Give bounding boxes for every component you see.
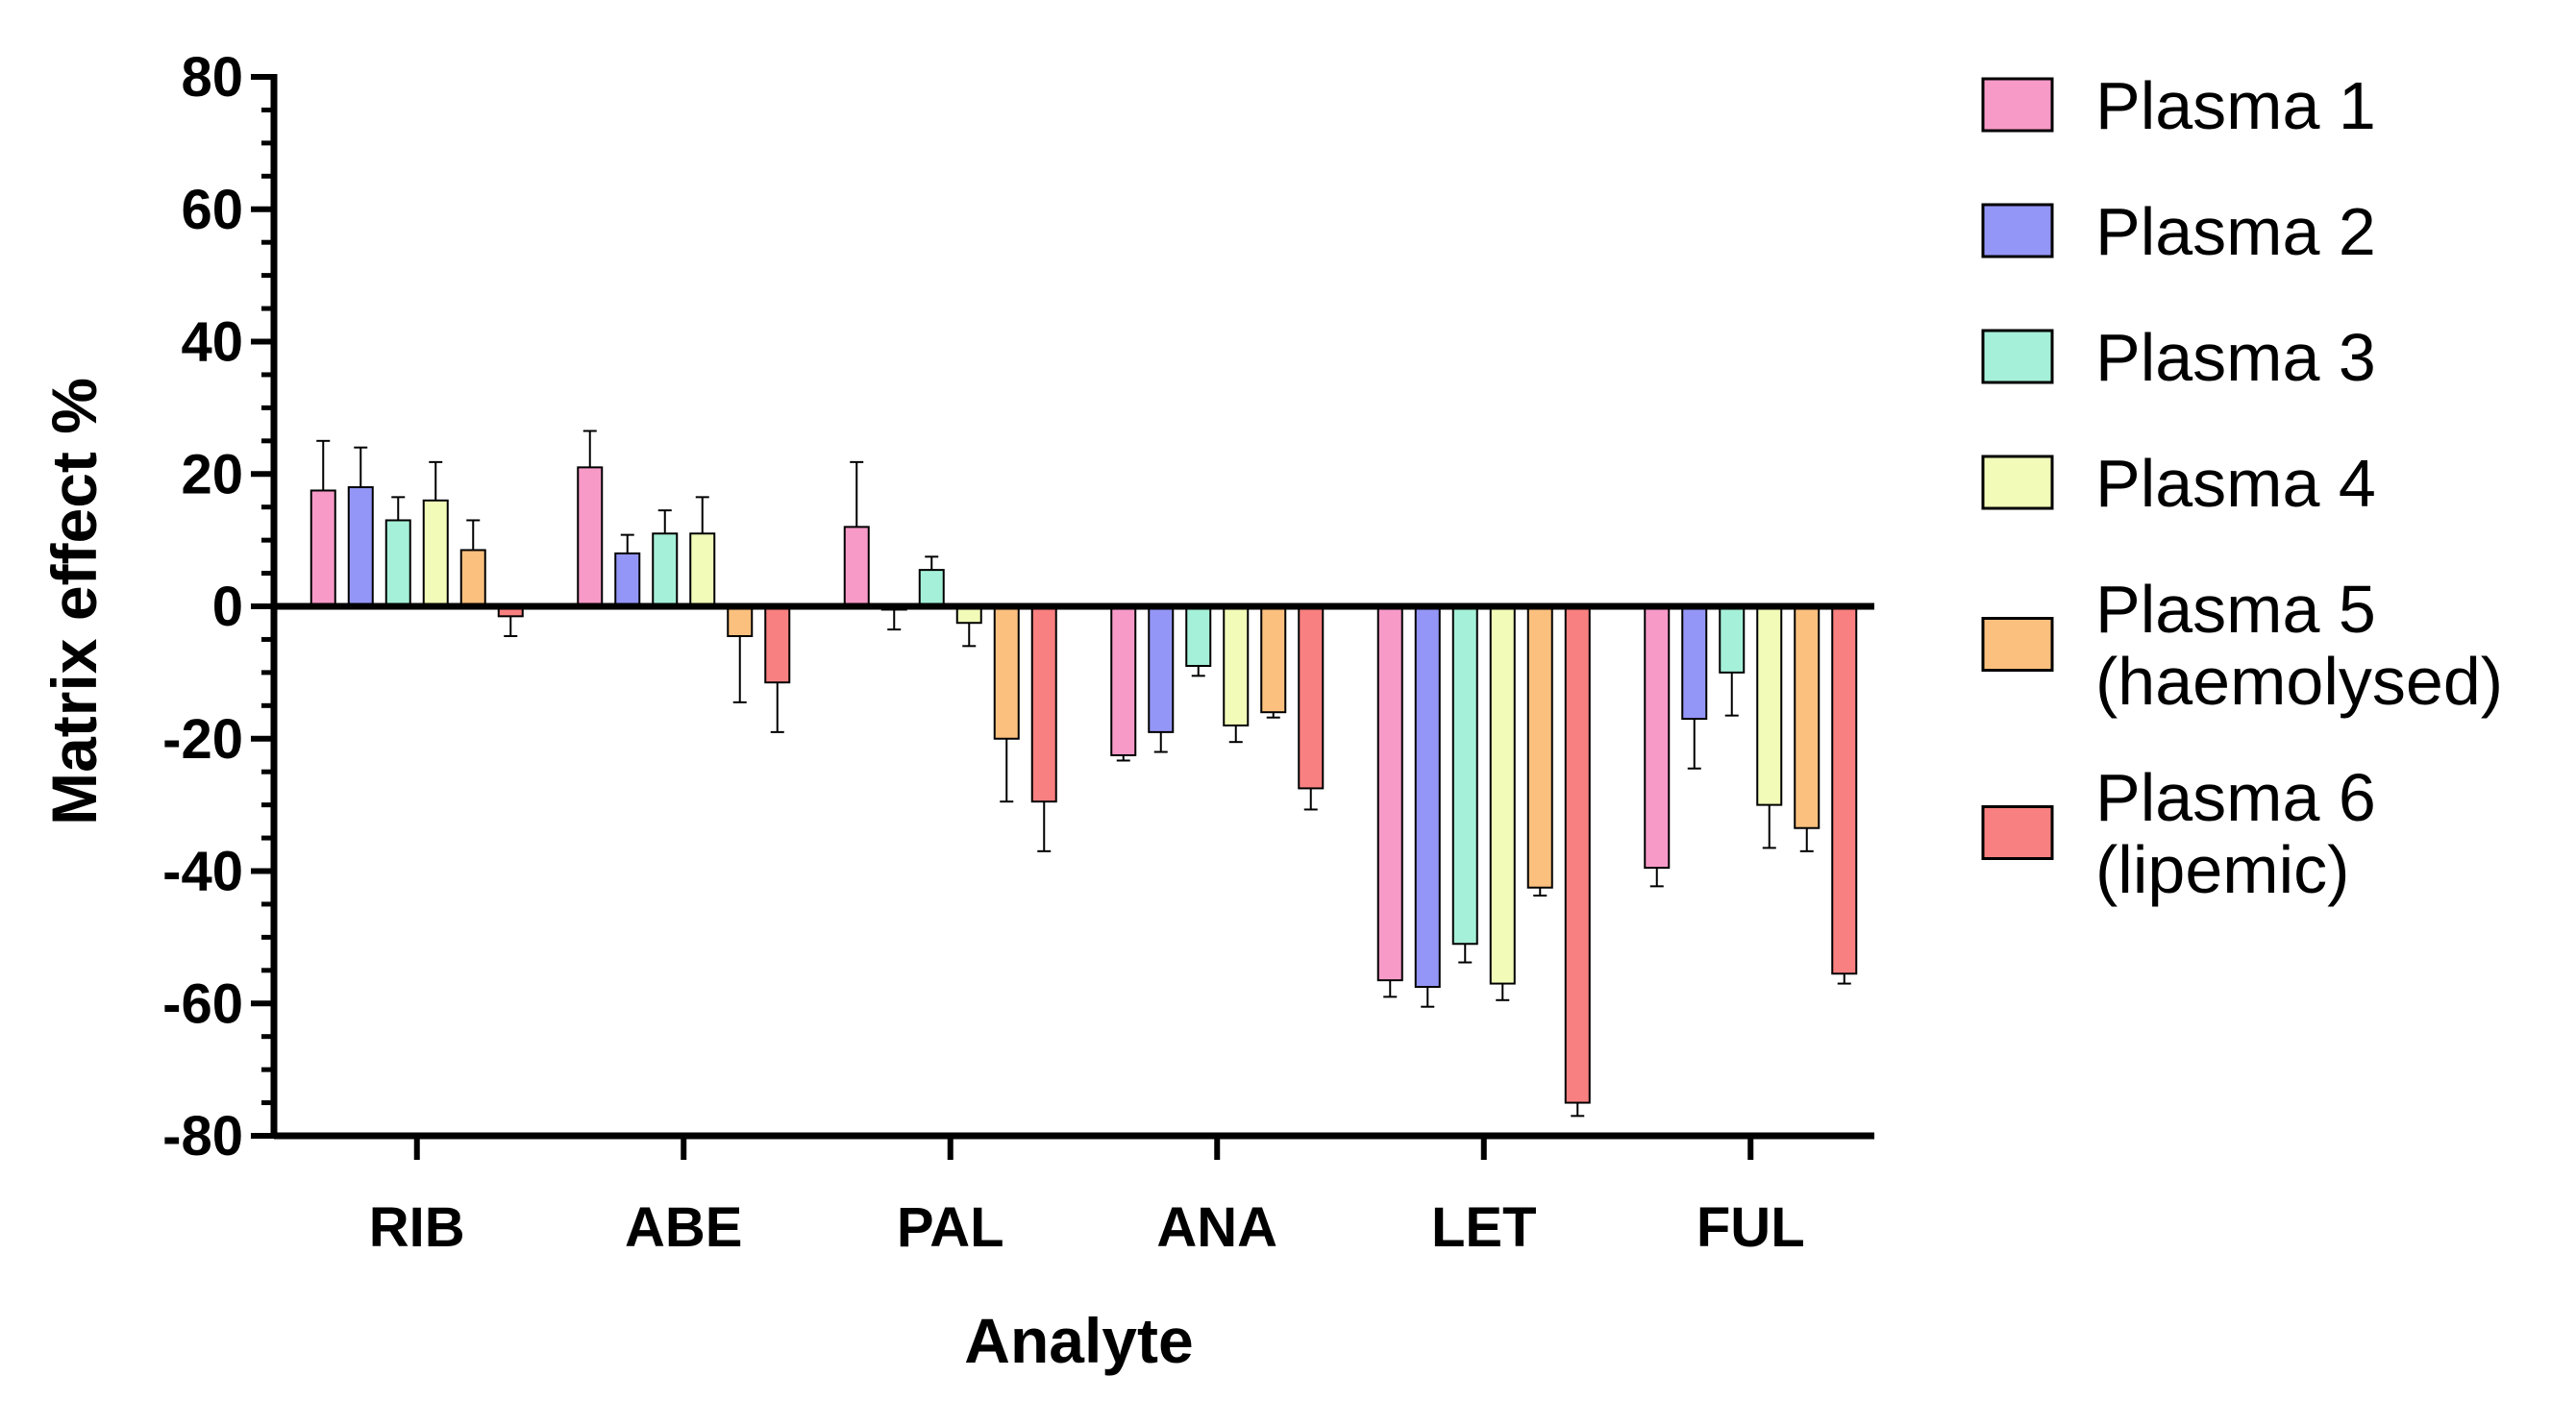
- legend-label-1: Plasma 1: [2095, 68, 2376, 143]
- bar-rib-series-2: [347, 486, 374, 607]
- legend-swatch-3: [1981, 329, 2054, 384]
- y-tick-label: 60: [181, 179, 243, 241]
- legend-label-3: Plasma 3: [2095, 320, 2376, 395]
- bar-rib-series-4: [422, 499, 449, 607]
- bar-ful-series-3: [1719, 605, 1746, 674]
- bar-ful-series-1: [1644, 605, 1671, 870]
- bar-let-series-5: [1526, 605, 1553, 889]
- legend-swatch-2: [1981, 203, 2054, 258]
- y-tick-label: -40: [162, 841, 243, 903]
- bar-pal-series-6: [1030, 605, 1057, 803]
- bar-let-series-1: [1376, 605, 1403, 982]
- bar-ana-series-3: [1185, 605, 1212, 667]
- x-tick-label-let: LET: [1431, 1196, 1537, 1259]
- legend-label-2: Plasma 2: [2095, 194, 2376, 269]
- bar-rib-series-5: [459, 549, 486, 607]
- x-tick-label-ful: FUL: [1697, 1196, 1805, 1259]
- legend-swatch-6: [1981, 805, 2054, 860]
- legend-label-5: Plasma 5: [2095, 572, 2376, 647]
- bar-ful-series-2: [1681, 605, 1708, 721]
- legend-label-6: (lipemic): [2095, 832, 2349, 907]
- bar-ana-series-5: [1260, 605, 1287, 714]
- bar-rib-series-3: [384, 519, 411, 608]
- legend-swatch-1: [1981, 77, 2054, 133]
- y-tick-label: 20: [181, 443, 243, 505]
- bar-abe-series-4: [689, 532, 716, 607]
- x-axis-title: Analyte: [964, 1305, 1193, 1376]
- x-tick-label-ana: ANA: [1156, 1196, 1277, 1259]
- bar-let-series-6: [1564, 605, 1591, 1104]
- bar-pal-series-5: [993, 605, 1020, 740]
- x-tick-label-pal: PAL: [897, 1196, 1004, 1259]
- legend-label-5: (haemolysed): [2095, 644, 2503, 719]
- bar-rib-series-1: [310, 489, 336, 607]
- legend-label-6: Plasma 6: [2095, 760, 2376, 835]
- y-tick-label: -80: [162, 1105, 243, 1168]
- x-tick-label-rib: RIB: [369, 1196, 465, 1259]
- bar-let-series-4: [1489, 605, 1516, 985]
- y-tick-label: 80: [181, 46, 243, 109]
- bar-pal-series-1: [843, 526, 870, 607]
- bar-ana-series-6: [1298, 605, 1325, 790]
- y-tick-label: -60: [162, 972, 243, 1035]
- bar-ana-series-1: [1110, 605, 1137, 756]
- bar-pal-series-3: [918, 569, 945, 608]
- bar-ana-series-4: [1223, 605, 1250, 726]
- y-tick-label: -20: [162, 708, 243, 771]
- x-tick-label-abe: ABE: [625, 1196, 742, 1259]
- bar-ana-series-2: [1148, 605, 1175, 733]
- bar-abe-series-3: [652, 532, 679, 607]
- y-axis-title: Matrix effect %: [38, 378, 110, 825]
- bar-abe-series-2: [614, 552, 641, 608]
- legend-label-4: Plasma 4: [2095, 446, 2376, 521]
- legend-swatch-4: [1981, 455, 2054, 510]
- bar-abe-series-1: [577, 466, 604, 607]
- bar-ful-series-4: [1756, 605, 1783, 806]
- bar-abe-series-6: [764, 605, 791, 684]
- bar-abe-series-5: [727, 605, 754, 637]
- bar-ful-series-6: [1831, 605, 1858, 975]
- legend-swatch-5: [1981, 617, 2054, 672]
- y-tick-label: 40: [181, 311, 243, 374]
- bar-let-series-3: [1451, 605, 1478, 946]
- bar-let-series-2: [1414, 605, 1441, 989]
- bar-ful-series-5: [1794, 605, 1821, 829]
- y-tick-label: 0: [212, 576, 243, 638]
